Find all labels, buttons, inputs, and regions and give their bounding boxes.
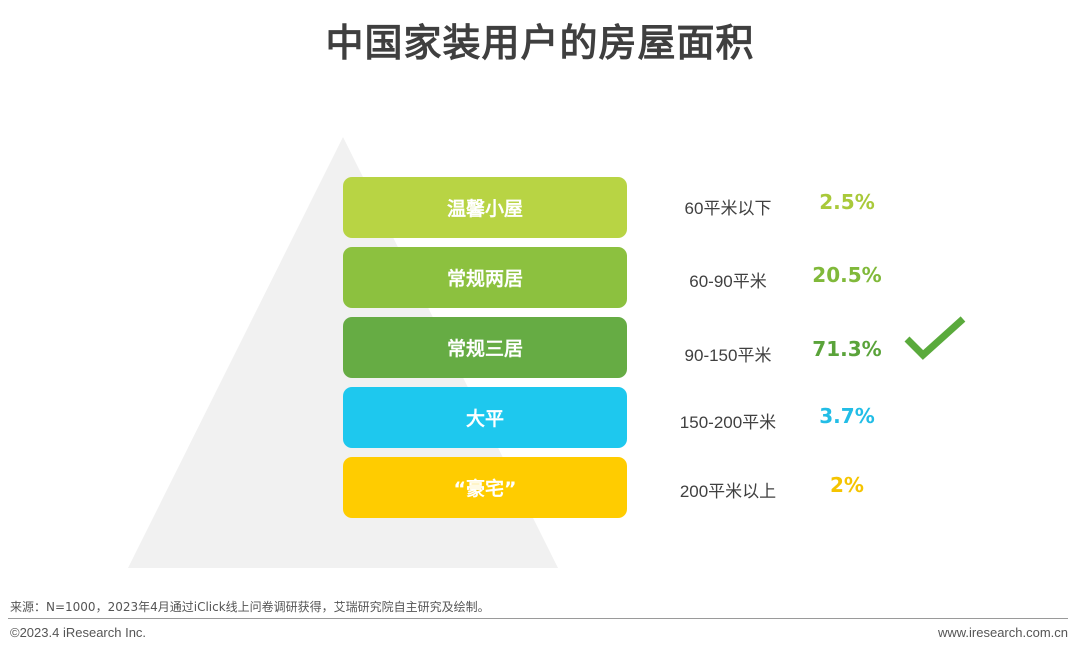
tier-percent: 71.3% — [812, 337, 882, 361]
website-link[interactable]: www.iresearch.com.cn — [937, 625, 1068, 640]
tier-range: 90-150平米 — [684, 346, 772, 365]
tier-percent: 2.5% — [819, 190, 875, 214]
source-note: 来源：N=1000，2023年4月通过iClick线上问卷调研获得，艾瑞研究院自… — [10, 600, 490, 614]
copyright: ©2023.4 iResearch Inc. — [10, 625, 147, 640]
tier-percent: 2% — [830, 473, 864, 497]
tier-bar-2: 常规两居 — [343, 247, 627, 308]
page-title: 中国家装用户的房屋面积 — [325, 21, 755, 65]
tier-range: 200平米以上 — [679, 482, 777, 501]
tier-bar-5: “豪宅” — [343, 457, 627, 518]
tier-bar-3: 常规三居 — [343, 317, 627, 378]
tier-range: 60平米以下 — [684, 199, 772, 218]
tier-bar-4: 大平 — [343, 387, 627, 448]
tier-label: 温馨小屋 — [446, 198, 523, 220]
check-icon — [904, 316, 966, 360]
tier-bar-1: 温馨小屋 — [343, 177, 627, 238]
tier-range: 60-90平米 — [689, 272, 767, 291]
tier-label: 大平 — [465, 408, 504, 430]
footer-divider — [8, 618, 1068, 619]
tier-range: 150-200平米 — [679, 413, 777, 432]
tier-label: “豪宅” — [453, 478, 517, 500]
tier-label: 常规两居 — [446, 268, 523, 290]
tier-percent: 3.7% — [819, 404, 875, 428]
tier-label: 常规三居 — [446, 338, 523, 360]
tier-percent: 20.5% — [812, 263, 882, 287]
